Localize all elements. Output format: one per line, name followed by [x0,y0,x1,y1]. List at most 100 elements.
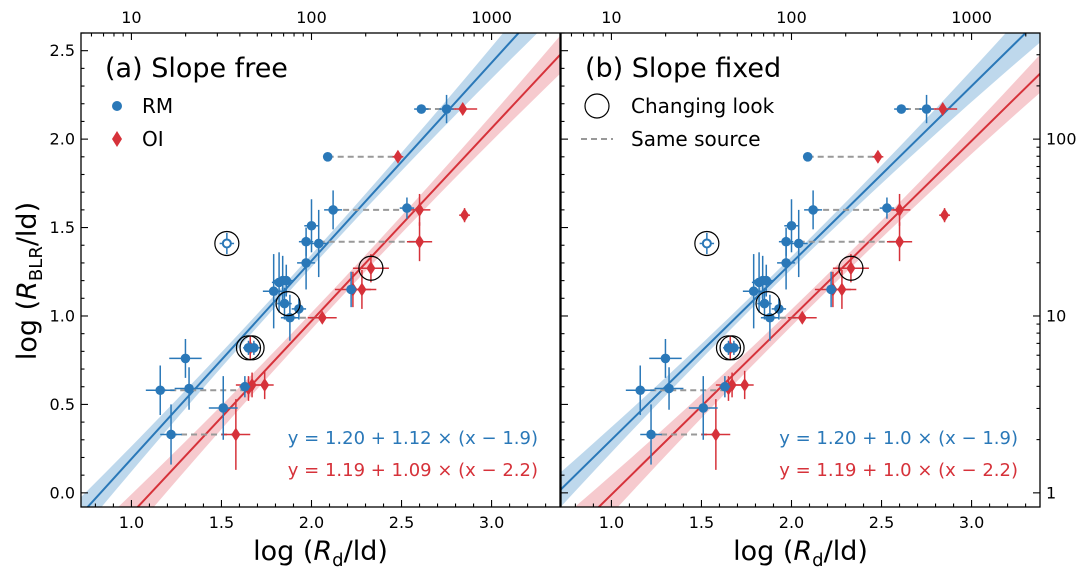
axes-frame [560,32,1041,508]
oi-point [357,282,367,297]
x-tick-label: 3.0 [959,513,984,532]
rm-point [281,275,292,286]
changing-look-marker [694,230,720,257]
rm-point [921,104,932,114]
rm-point [166,429,176,440]
rm-point [346,284,356,295]
rm-point-open [221,238,232,249]
oi-point [415,202,425,217]
rm-point [328,205,338,215]
rm-point [664,383,674,394]
oi-point [247,377,257,392]
legend-changing-look-label: Changing look [631,94,775,118]
x-axis-label: log (Rd/ld) [733,536,868,567]
changing-look-marker [239,335,265,361]
legend-same-source-label: Same source [631,127,761,151]
oi-point [366,261,376,276]
oi-point [846,261,856,276]
rm-point [155,385,166,396]
plot-area [561,33,1040,507]
oi-fit-line [597,72,1040,507]
panel-title: (a) Slope free [105,53,288,84]
axes-frame [80,32,561,508]
rm-point [249,343,259,353]
oi-point [797,310,807,325]
rm-point [786,220,797,231]
rm-point [802,152,813,162]
rm-fit-line [561,33,1028,491]
x-tick-label: 2.5 [389,513,414,532]
changing-look-marker [214,230,240,257]
oi-fit-line [136,54,560,507]
panel-title: (b) Slope fixed [585,53,781,84]
top-tick-label: 1000 [471,8,512,27]
top-tick-label: 10 [601,8,621,27]
rm-point [301,258,311,268]
y-tick-label: 1.5 [50,218,75,237]
legend-rm-marker [112,101,122,111]
x-tick-label: 1.0 [599,513,624,532]
legend-changing-look-marker [584,93,610,119]
x-tick-label: 2.0 [299,513,324,532]
rm-point [240,381,250,392]
oi-point [317,310,327,325]
rm-point [781,258,791,268]
changing-look-marker [719,335,745,361]
equation-rm: y = 1.20 + 1.12 × (x − 1.9) [288,428,538,449]
rm-point [313,238,324,249]
changing-look-marker [838,255,864,281]
x-tick-label: 2.5 [869,513,894,532]
equation-oi: y = 1.19 + 1.09 × (x − 2.2) [288,460,538,481]
oi-point [260,377,270,392]
changing-look-marker [755,291,781,317]
rm-point [896,104,907,114]
rm-point [882,203,892,213]
y-tick-label: 2.0 [50,130,75,149]
rm-point [761,275,772,286]
oi-point [873,149,883,164]
oi-point [740,377,750,392]
oi-point [460,208,470,223]
rm-fit-band [561,33,1040,507]
right-tick-label: 1 [1046,483,1056,502]
rm-point-open [701,238,712,249]
rm-point [660,353,671,364]
rm-point [793,238,804,249]
legend-oi-marker [112,131,122,147]
rm-point [720,381,730,392]
x-axis-label: log (Rd/ld) [253,536,388,567]
rm-point [808,205,818,215]
rm-fit-line [86,33,520,507]
oi-point [727,377,737,392]
rm-point [268,286,279,297]
rm-point [218,403,229,413]
panel-slope-fixed: 1.0 1.5 2.0 2.5 3.0 log (Rd/ld) 10 100 1000 1 10 10… [560,8,1077,571]
x-tick-label: 1.5 [689,513,714,532]
top-tick-label: 100 [776,8,807,27]
oi-point [458,102,468,117]
y-axis-label: log (RBLR/ld) [12,202,47,360]
changing-look-marker [358,255,384,281]
right-tick-label: 10 [1046,306,1066,325]
equation-rm: y = 1.20 + 1.0 × (x − 1.9) [779,428,1018,449]
rm-point [279,298,290,309]
rm-point [322,152,333,162]
y-tick-label: 0.0 [50,483,75,502]
legend-rm-label: RM [142,94,173,118]
rm-point [698,403,709,413]
oi-point [837,282,847,297]
oi-point [895,202,905,217]
x-tick-label: 2.0 [779,513,804,532]
right-tick-label: 100 [1046,130,1077,149]
rm-point [180,353,191,364]
rm-point [748,286,759,297]
rm-point [416,104,427,114]
oi-point [895,234,905,249]
top-tick-label: 1000 [951,8,992,27]
oi-point [393,149,403,164]
oi-point [415,234,425,249]
rm-point [759,298,770,309]
rm-point [402,203,412,213]
oi-point [711,427,721,442]
oi-point [938,102,948,117]
